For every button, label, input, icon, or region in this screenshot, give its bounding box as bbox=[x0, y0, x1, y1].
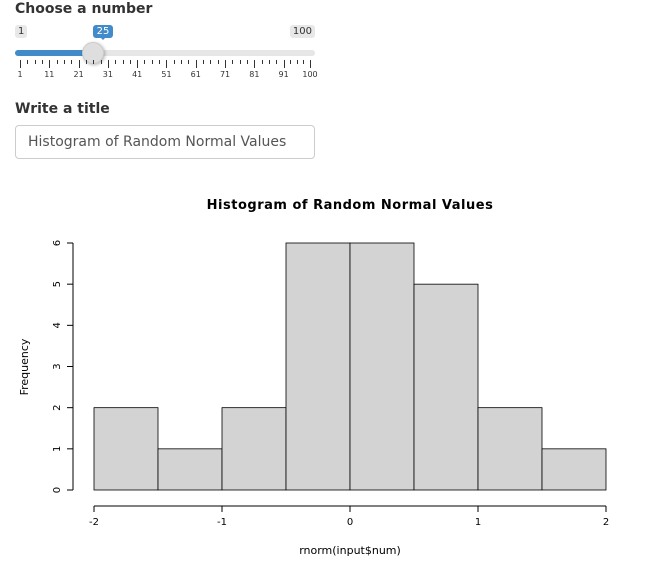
y-axis-tick-label: 5 bbox=[52, 281, 63, 287]
slider-grid-label: 91 bbox=[278, 70, 289, 79]
title-input-label: Write a title bbox=[15, 101, 110, 117]
y-axis-tick-label: 3 bbox=[52, 363, 63, 369]
slider-grid-minor-tick bbox=[71, 60, 73, 64]
slider-grid-label: 11 bbox=[44, 70, 55, 79]
slider-grid-label: 41 bbox=[132, 70, 143, 79]
slider-track[interactable] bbox=[15, 50, 315, 56]
slider-grid-minor-tick bbox=[27, 60, 29, 64]
plot-title: Histogram of Random Normal Values bbox=[207, 198, 494, 213]
x-axis-tick-label: -2 bbox=[89, 517, 99, 528]
slider-grid-minor-tick bbox=[34, 60, 36, 64]
title-input[interactable] bbox=[15, 125, 315, 159]
slider-grid-label: 71 bbox=[219, 70, 231, 79]
histogram-bar bbox=[349, 242, 415, 491]
x-axis-tick-label: 2 bbox=[603, 517, 609, 528]
slider-fill-bar bbox=[15, 50, 93, 56]
slider-grid-tick bbox=[137, 60, 139, 68]
slider-grid: 1 11 21 31 41 51 61 71 81 91 100 bbox=[15, 60, 318, 80]
slider-grid-label: 31 bbox=[102, 70, 113, 79]
y-axis-label: Frequency bbox=[18, 338, 31, 395]
y-axis-tick-label: 1 bbox=[52, 446, 63, 452]
histogram-bar bbox=[541, 448, 607, 491]
y-axis-tick-label: 4 bbox=[52, 322, 63, 328]
x-axis-tick-label: -1 bbox=[217, 517, 227, 528]
slider-grid-minor-tick bbox=[56, 60, 58, 64]
x-axis-label: rnorm(input$num) bbox=[299, 544, 401, 557]
slider-grid-tick bbox=[20, 60, 21, 68]
slider-grid-label: 1 bbox=[17, 70, 23, 79]
slider-grid-minor-tick bbox=[210, 60, 212, 64]
y-axis: 0 1 2 3 4 5 6 bbox=[52, 240, 74, 493]
slider-grid-label: 61 bbox=[190, 70, 201, 79]
slider-grid-label: 81 bbox=[249, 70, 260, 79]
slider-grid-minor-tick bbox=[296, 60, 298, 64]
slider-grid-minor-tick bbox=[188, 60, 190, 64]
slider-grid-tick bbox=[195, 60, 197, 68]
slider-grid-minor-tick bbox=[261, 60, 263, 64]
slider-grid-tick bbox=[107, 60, 109, 68]
slider-grid-minor-tick bbox=[268, 60, 270, 64]
y-axis-tick-label: 0 bbox=[52, 487, 63, 493]
number-slider[interactable]: 1 100 25 1 11 21 31 41 51 61 71 81 91 100 bbox=[15, 24, 318, 80]
slider-grid-tick bbox=[254, 60, 256, 68]
slider-grid-minor-tick bbox=[122, 60, 124, 64]
slider-grid-minor-tick bbox=[115, 60, 117, 64]
slider-grid-tick bbox=[166, 60, 168, 68]
slider-grid-minor-tick bbox=[93, 60, 95, 64]
slider-grid-minor-tick bbox=[144, 60, 146, 64]
histogram-bar bbox=[285, 242, 351, 491]
slider-grid-minor-tick bbox=[217, 60, 219, 64]
slider-grid-minor-tick bbox=[129, 60, 131, 64]
slider-grid-minor-tick bbox=[247, 60, 249, 64]
slider-grid-label: 100 bbox=[302, 70, 318, 79]
slider-grid-minor-tick bbox=[232, 60, 234, 64]
slider-grid-minor-tick bbox=[85, 60, 87, 64]
histogram-bar bbox=[477, 407, 543, 491]
slider-grid-minor-tick bbox=[41, 60, 43, 64]
slider-grid-label: 21 bbox=[73, 70, 84, 79]
histogram-bar bbox=[93, 407, 159, 491]
slider-value-badge: 25 bbox=[93, 25, 113, 40]
slider-grid-minor-tick bbox=[303, 60, 305, 64]
y-axis-tick-label: 2 bbox=[52, 404, 63, 410]
slider-grid-minor-tick bbox=[100, 60, 102, 64]
histogram-bars bbox=[93, 242, 607, 491]
number-slider-label: Choose a number bbox=[15, 1, 153, 17]
slider-min-label: 1 bbox=[15, 25, 28, 38]
slider-grid-tick bbox=[283, 60, 285, 68]
slider-grid-minor-tick bbox=[63, 60, 65, 64]
histogram-bar bbox=[221, 407, 287, 491]
y-axis-tick-label: 6 bbox=[52, 240, 63, 246]
histogram-bar bbox=[157, 448, 223, 491]
slider-max-label: 100 bbox=[289, 25, 315, 38]
slider-grid-minor-tick bbox=[290, 60, 292, 64]
slider-grid-tick bbox=[78, 60, 80, 68]
slider-grid-tick bbox=[310, 60, 311, 68]
x-axis: -2 -1 0 1 2 bbox=[89, 505, 609, 528]
slider-grid-minor-tick bbox=[181, 60, 183, 64]
slider-grid-tick bbox=[225, 60, 227, 68]
slider-grid-minor-tick bbox=[276, 60, 278, 64]
x-axis-tick-label: 1 bbox=[475, 517, 481, 528]
slider-grid-minor-tick bbox=[159, 60, 161, 64]
slider-grid-minor-tick bbox=[151, 60, 153, 64]
histogram-bar bbox=[413, 283, 479, 491]
slider-grid-minor-tick bbox=[203, 60, 205, 64]
slider-grid-label: 51 bbox=[161, 70, 172, 79]
slider-grid-minor-tick bbox=[173, 60, 175, 64]
histogram-plot: Histogram of Random Normal Values 0 1 2 3 4 5… bbox=[18, 198, 609, 557]
slider-grid-minor-tick bbox=[239, 60, 241, 64]
slider-handle[interactable] bbox=[82, 42, 104, 64]
x-axis-tick-label: 0 bbox=[347, 517, 353, 528]
slider-grid-tick bbox=[49, 60, 51, 68]
